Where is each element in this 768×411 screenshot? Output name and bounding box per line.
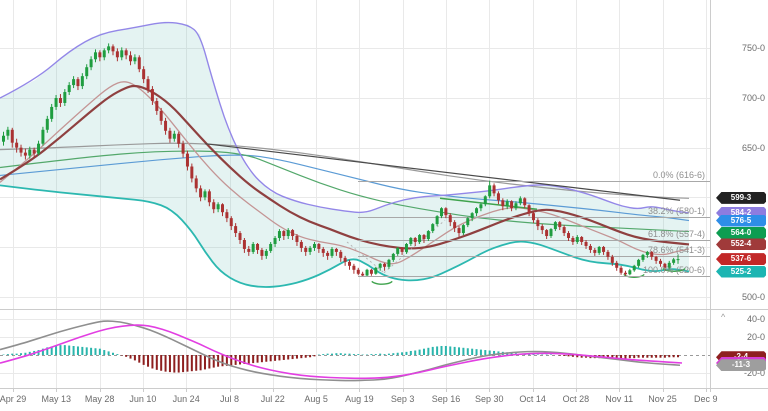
price-badge-525-2: 525-2 — [716, 265, 766, 278]
x-axis-label-Nov-25: Nov 25 — [648, 394, 677, 404]
x-axis-label-Apr-29: Apr 29 — [0, 394, 27, 404]
fib-label-38.2%: 38.2% (580-1) — [647, 206, 705, 217]
x-axis-label-Jun-24: Jun 24 — [172, 394, 200, 404]
x-axis-label-Nov-11: Nov 11 — [605, 394, 634, 404]
price-badge-599-3: 599-3 — [716, 191, 766, 204]
y-axis-label-650-0: 650-0 — [741, 142, 765, 153]
y-axis-label-750-0: 750-0 — [741, 43, 765, 54]
fib-label-100.0%: 100.0% (520-6) — [642, 264, 705, 275]
x-axis-label-Sep-16: Sep 16 — [431, 394, 461, 404]
y-axis-label-500-0: 500-0 — [741, 291, 765, 302]
x-axis-label-Jul-8: Jul 8 — [219, 394, 239, 404]
y-axis-label-700-0: 700-0 — [741, 93, 765, 103]
fib-label-61.8%: 61.8% (557-4) — [647, 228, 705, 239]
price-badge-576-5: 576-5 — [716, 214, 766, 227]
indicator-badge--11-3: -11-3 — [716, 359, 766, 372]
x-axis-label-Aug-5: Aug 5 — [304, 394, 328, 404]
fib-label-78.6%: 78.6% (541-3) — [647, 244, 705, 255]
y-axis-label--20-0: -20-0 — [743, 368, 765, 378]
x-axis-label-Jun-10: Jun 10 — [129, 394, 157, 404]
x-axis-label-Sep-3: Sep 3 — [390, 394, 415, 404]
price-badge-552-4: 552-4 — [716, 238, 766, 251]
x-axis-label-Jul-22: Jul 22 — [260, 394, 285, 404]
x-axis-label-Oct-28: Oct 28 — [562, 394, 590, 404]
fib-label-0.0%: 0.0% (616-6) — [652, 169, 705, 180]
x-axis-label-Oct-14: Oct 14 — [519, 394, 546, 404]
x-axis-label-Sep-30: Sep 30 — [475, 394, 504, 404]
y-axis-label-20-0: 20-0 — [746, 332, 765, 342]
x-axis-label-Aug-19: Aug 19 — [345, 394, 374, 404]
x-axis-label-May-13: May 13 — [41, 394, 72, 404]
x-axis-label-Dec-9: Dec 9 — [694, 394, 718, 404]
collapse-panel-icon[interactable]: ^ — [721, 312, 726, 322]
y-axis-label-40-0: 40-0 — [746, 314, 765, 324]
x-axis-label-May-28: May 28 — [84, 394, 115, 404]
price-badge-537-6: 537-6 — [716, 253, 766, 266]
price-badge-564-0: 564-0 — [716, 227, 766, 240]
